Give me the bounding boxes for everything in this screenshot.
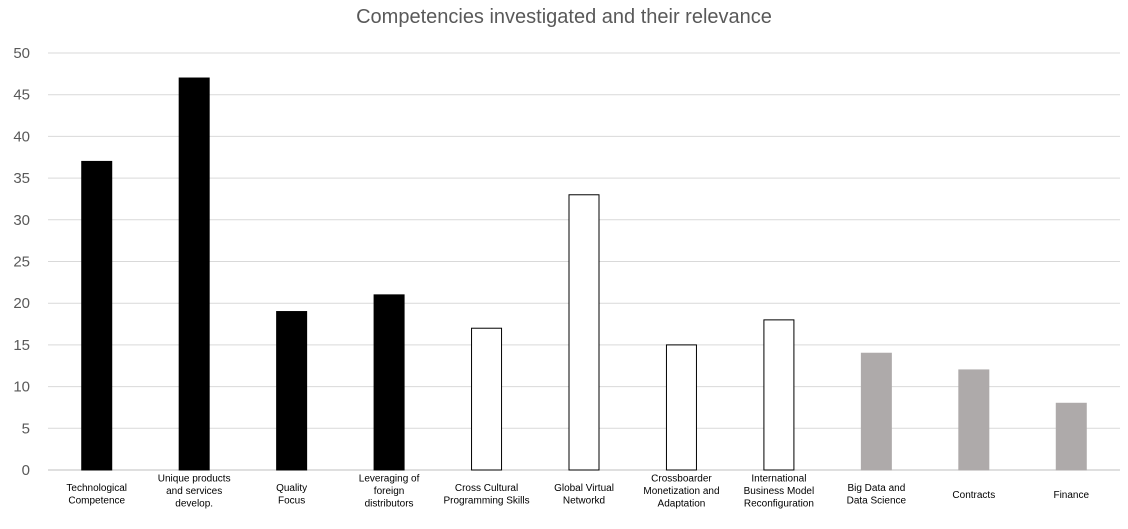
x-tick-label: and services <box>166 486 222 497</box>
bar <box>958 369 990 471</box>
x-tick-label: Leveraging of <box>359 474 420 485</box>
x-tick-label: Contracts <box>952 490 995 501</box>
y-tick-label: 40 <box>13 128 30 145</box>
x-tick-label: Big Data and <box>847 483 905 494</box>
y-tick-label: 30 <box>13 212 30 229</box>
x-tick-label: Focus <box>278 495 305 506</box>
x-tick-label: Monetization and <box>643 486 719 497</box>
x-tick-label: Quality <box>276 483 307 494</box>
x-tick-label: Competence <box>68 495 125 506</box>
x-tick-label: foreign <box>374 486 405 497</box>
y-axis: 0 5 10 15 20 25 30 35 40 45 50 <box>13 45 30 479</box>
x-tick-label: Global Virtual <box>554 483 614 494</box>
bar <box>471 327 503 471</box>
x-tick-label: Technological <box>66 483 127 494</box>
x-tick-label: develop. <box>175 499 213 510</box>
bars <box>81 77 1087 471</box>
bar <box>860 352 892 471</box>
x-tick-label: Adaptation <box>658 499 706 510</box>
x-tick-label: Finance <box>1053 490 1089 501</box>
bar <box>665 344 697 471</box>
x-tick-label: Reconfiguration <box>744 499 814 510</box>
y-tick-label: 20 <box>13 295 30 312</box>
y-tick-label: 5 <box>22 420 30 437</box>
y-tick-label: 50 <box>13 45 30 62</box>
y-tick-label: 25 <box>13 254 30 271</box>
x-tick-label: Programming Skills <box>443 495 529 506</box>
y-tick-label: 0 <box>22 462 30 479</box>
bar <box>763 319 795 471</box>
y-tick-label: 35 <box>13 170 30 187</box>
x-tick-label: Networkd <box>563 495 605 506</box>
x-tick-label: Unique products <box>158 474 231 485</box>
bar <box>373 294 405 471</box>
y-tick-label: 45 <box>13 87 30 104</box>
x-tick-label: Business Model <box>744 486 815 497</box>
bar <box>276 311 308 471</box>
x-tick-label: Cross Cultural <box>455 483 518 494</box>
chart-title: Competencies investigated and their rele… <box>356 6 772 28</box>
x-tick-label: Crossboarder <box>651 474 712 485</box>
x-tick-label: distributors <box>365 499 414 510</box>
x-tick-label: International <box>751 474 806 485</box>
bar <box>81 160 113 471</box>
bar <box>568 194 600 471</box>
bar <box>1055 402 1087 471</box>
x-tick-label: Data Science <box>847 495 907 506</box>
y-tick-label: 10 <box>13 379 30 396</box>
bar <box>178 77 210 471</box>
y-tick-label: 15 <box>13 337 30 354</box>
